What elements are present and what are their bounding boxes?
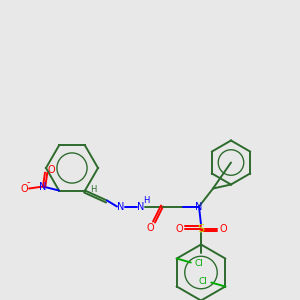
Text: Cl: Cl xyxy=(199,277,208,286)
Text: N: N xyxy=(195,202,203,212)
Text: O: O xyxy=(219,224,227,233)
Text: N: N xyxy=(137,202,145,212)
Text: O: O xyxy=(146,223,154,232)
Text: H: H xyxy=(90,185,96,194)
Text: -: - xyxy=(26,178,30,188)
Text: O: O xyxy=(20,184,28,194)
Text: H: H xyxy=(143,196,149,205)
Text: N: N xyxy=(117,202,125,212)
Text: N: N xyxy=(39,182,47,191)
Text: Cl: Cl xyxy=(194,259,203,268)
Text: O: O xyxy=(47,164,55,175)
Text: S: S xyxy=(197,224,205,233)
Text: O: O xyxy=(175,224,183,233)
